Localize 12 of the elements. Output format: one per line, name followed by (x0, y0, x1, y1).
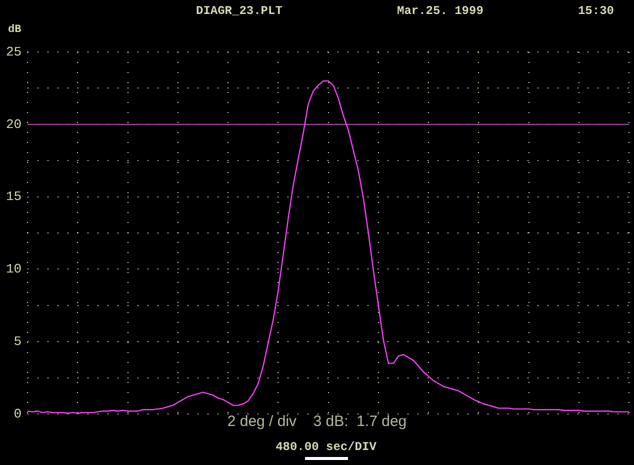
chart-subtitle: Mar.25. 1999 (397, 4, 484, 18)
text: 480.00 sec/DIV (274, 440, 378, 454)
chart-title: DIAGR_23.PLT (196, 4, 282, 18)
y-tick-label: 0 (14, 406, 22, 422)
y-axis-title: dB (8, 24, 22, 36)
y-tick-label: 20 (6, 116, 22, 132)
y-tick-label: 10 (6, 262, 22, 277)
y-tick-label: 15 (6, 189, 22, 204)
y-tick-label: 5 (14, 334, 22, 350)
annotation: 2 deg / div 3 dB: 1.7 deg (227, 413, 407, 430)
text: 15:30 (578, 4, 614, 18)
y-tick-label: 25 (6, 44, 22, 60)
